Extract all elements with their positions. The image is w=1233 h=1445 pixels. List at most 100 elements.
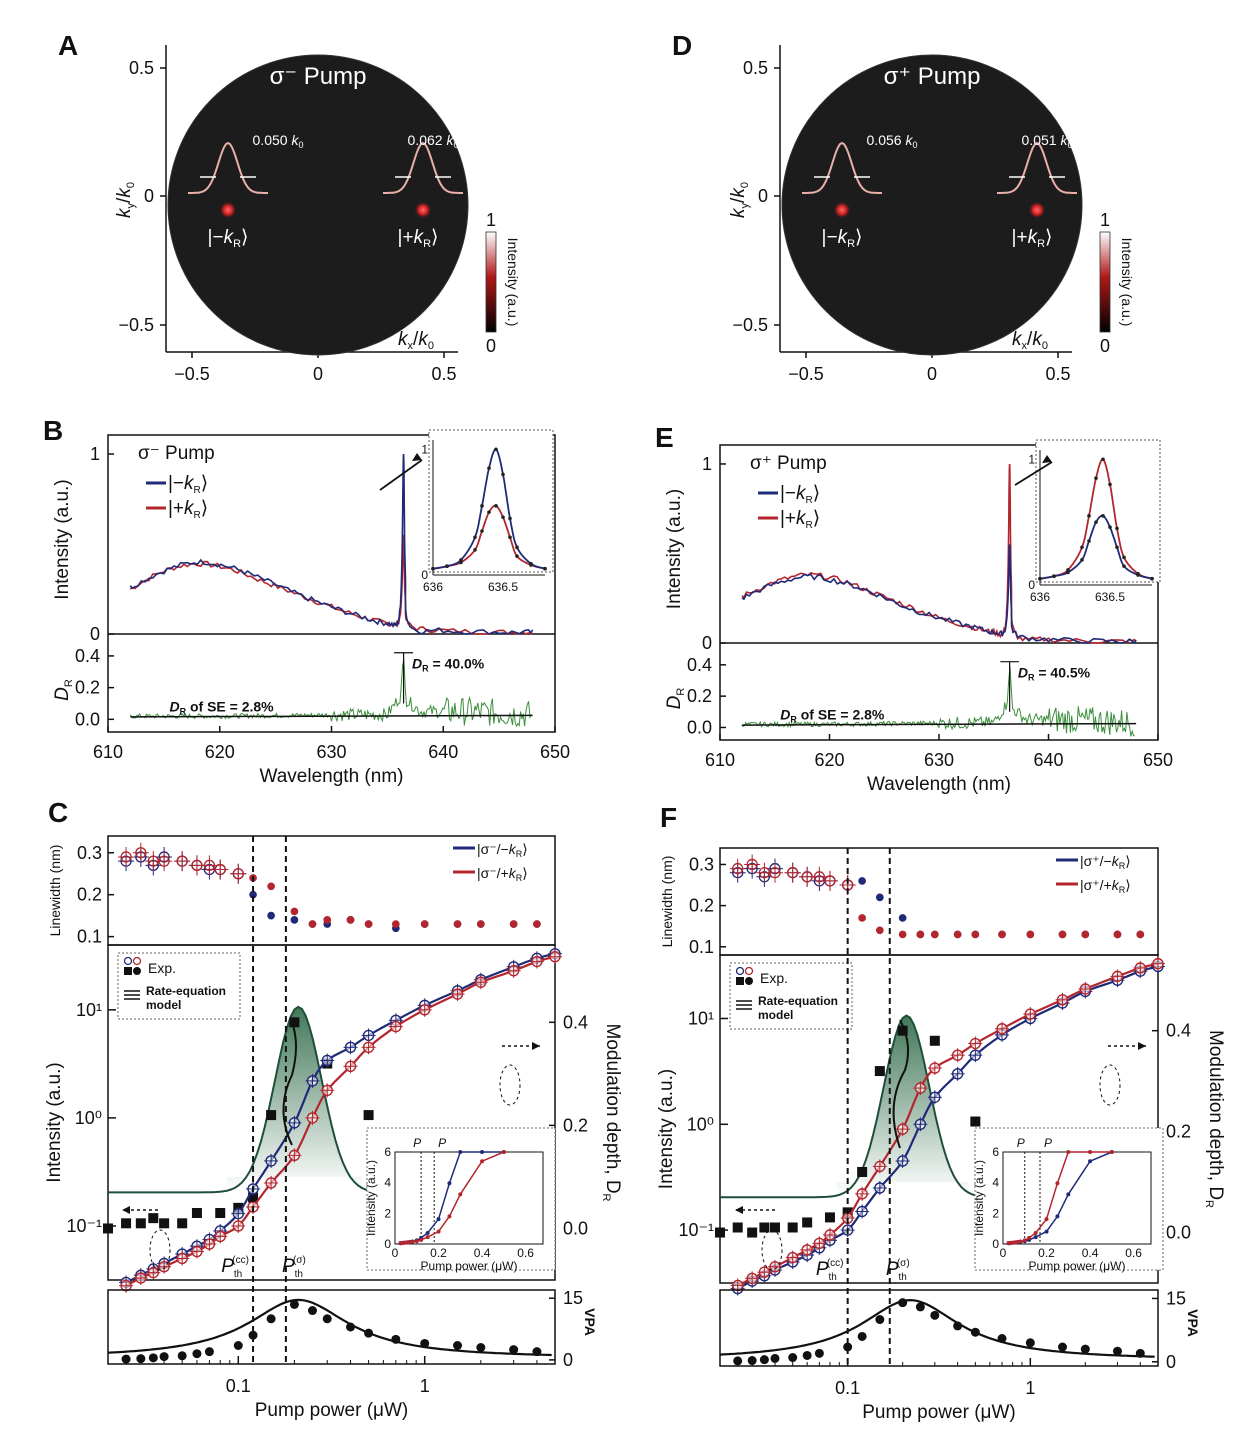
lw-point-red	[875, 926, 884, 935]
lw-axis-label: Linewidth (nm)	[659, 856, 675, 948]
colorbar-min-label: 0	[486, 336, 496, 356]
md-axis-label: Modulation depth, DR	[1203, 1030, 1226, 1208]
modulation-point	[715, 1227, 725, 1238]
inset-point	[501, 472, 505, 477]
lw-point-red	[176, 855, 188, 867]
x-tick-label: 640	[1033, 750, 1063, 770]
lw-point-blue	[875, 893, 884, 902]
model-label: Rate-equation	[758, 994, 838, 1008]
dr-baseline	[741, 722, 1137, 726]
lw-y-tick-label: 0.2	[689, 896, 714, 916]
lw-point-red	[858, 914, 866, 922]
vpa-point	[148, 1353, 158, 1363]
inset-point-red	[447, 1214, 452, 1219]
exp-label: Exp.	[760, 970, 788, 986]
inset-point-blue	[458, 1150, 463, 1154]
vpa-point	[192, 1349, 202, 1359]
axis-pointer-right-head	[532, 1042, 540, 1050]
inset-point	[1080, 558, 1084, 562]
dr-axis-label: DR	[664, 688, 687, 710]
inset-point-blue	[447, 1181, 452, 1186]
inset-point-red	[1066, 1150, 1071, 1154]
axis-pointer-right-ellipse	[499, 1064, 521, 1106]
k-space-rim	[781, 54, 1083, 356]
inset-point-red	[410, 1239, 415, 1244]
lw-y-tick-label: 0.1	[77, 927, 102, 947]
inset-x-tick-label: 636	[1030, 590, 1050, 604]
linewidth-value-left: 0.050 k0	[253, 132, 304, 150]
lw-point-blue	[858, 877, 866, 885]
inset-x-tick-label: 0.6	[517, 1246, 534, 1260]
linewidth-value-left: 0.056 k0	[867, 132, 918, 150]
zoom-arrowhead	[1042, 455, 1052, 463]
y-tick-label: −0.5	[732, 315, 768, 335]
inset-y-tick-label: 6	[384, 1145, 391, 1159]
modulation-point	[747, 1227, 758, 1238]
md-y-tick-label: 0.4	[1166, 1021, 1191, 1041]
inset-x-tick-label: 0	[1000, 1246, 1007, 1260]
pump-label: σ⁺ Pump	[884, 63, 981, 90]
lw-point-red	[533, 920, 541, 928]
spectrum-line-blue	[741, 544, 1137, 645]
x-axis-label: kx/k0	[398, 329, 434, 352]
modulation-point	[929, 1035, 940, 1046]
lw-point-red	[916, 930, 925, 939]
int-axis-label: Intensity (a.u.)	[44, 1062, 65, 1182]
emission-spot-left	[833, 201, 851, 219]
axis-pointer-left-ellipse	[149, 1229, 171, 1271]
vpa-point	[759, 1355, 769, 1365]
vpa-point	[915, 1302, 925, 1312]
linewidth-profile-right	[383, 141, 463, 194]
curved-arrow	[892, 1019, 910, 1149]
vpa-point	[788, 1353, 798, 1363]
inset-x-tick-label: 0.6	[1125, 1246, 1142, 1260]
vpa-point	[177, 1351, 187, 1361]
emission-spot-right	[1028, 201, 1046, 219]
legend-label-1: |+kR⟩	[780, 508, 820, 531]
inset-y-tick-label: 2	[384, 1206, 391, 1220]
inset-point	[431, 566, 435, 571]
modulation-point	[874, 1066, 885, 1077]
inset-y-tick-label: 6	[992, 1145, 999, 1159]
inset-point	[1136, 573, 1140, 577]
dr-y-tick-label: 0.4	[687, 655, 712, 675]
intensity-frame	[719, 954, 1159, 1284]
lw-point-red	[158, 855, 170, 867]
inset-y-tick-label: 0	[992, 1237, 999, 1251]
inset-frame	[1035, 439, 1161, 583]
vpa-point	[802, 1350, 812, 1360]
inset-point-blue	[1033, 1235, 1038, 1240]
x-tick-label: 0.5	[431, 364, 456, 384]
lw-point-red	[120, 851, 132, 863]
md-y-tick-label: 0.0	[563, 1218, 588, 1238]
x-tick-label: 630	[316, 742, 346, 762]
dr-y-tick-label: 0.0	[75, 709, 100, 729]
vpa-point	[843, 1342, 853, 1352]
spectrum-line-blue	[129, 453, 534, 635]
x-tick-label: 0	[313, 364, 323, 384]
vpa-axis-label: VPA	[582, 1308, 598, 1336]
inset-point-red	[458, 1192, 463, 1197]
vpa-point	[970, 1327, 980, 1337]
lw-point-red	[1058, 930, 1067, 939]
vpa-point	[930, 1310, 940, 1320]
inset-point-red	[1018, 1239, 1023, 1244]
legend-label-1: |σ⁺/+kR⟩	[1080, 877, 1131, 895]
lw-point-red	[1026, 930, 1035, 939]
lw-point-red	[453, 920, 462, 928]
legend-label-0: |σ⁺/−kR⟩	[1080, 853, 1131, 871]
axis-pointer-left-head	[122, 1206, 130, 1214]
lw-y-tick-label: 0.1	[689, 937, 714, 957]
lw-point-red	[290, 907, 299, 916]
y-tick-label: 0.5	[129, 58, 154, 78]
vpa-point	[364, 1328, 374, 1338]
inset-point-red	[480, 1159, 485, 1164]
modulation-point	[159, 1218, 170, 1229]
vpa-point	[509, 1345, 519, 1355]
vpa-point	[747, 1356, 757, 1366]
inset-point-red	[501, 1150, 506, 1154]
lw-point-red	[732, 862, 744, 875]
lw-point-red	[746, 858, 758, 871]
y-axis-label: ky/k0	[114, 182, 137, 218]
